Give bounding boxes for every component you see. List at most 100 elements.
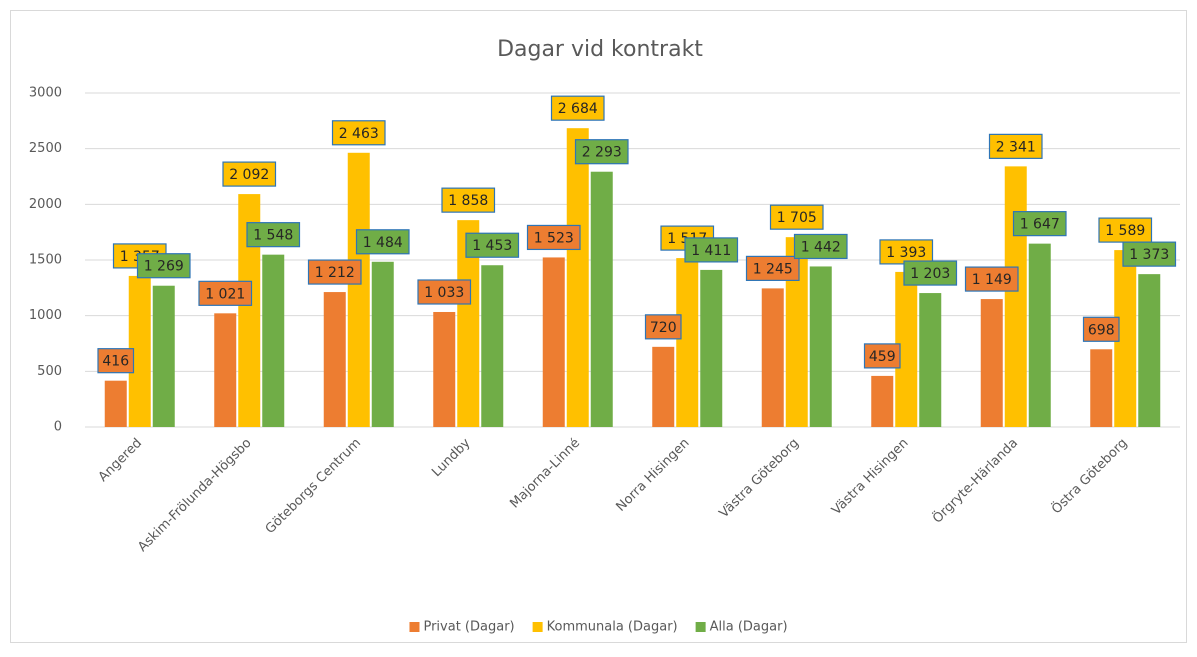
data-label-text: 1 245 <box>753 261 793 277</box>
bar <box>761 288 784 427</box>
data-label: 1 373 <box>1122 241 1177 267</box>
bar <box>1114 250 1137 427</box>
data-label-text: 1 393 <box>886 245 926 261</box>
legend-swatch <box>409 622 420 632</box>
legend-label: Privat (Dagar) <box>423 620 514 635</box>
bar <box>1138 274 1161 427</box>
data-label-box <box>550 95 605 121</box>
data-label: 416 <box>97 348 135 374</box>
data-label: 1 647 <box>1012 211 1067 237</box>
y-tick-label: 1000 <box>29 308 62 323</box>
data-label-box <box>684 237 739 263</box>
data-label-text: 1 705 <box>777 210 817 226</box>
data-label: 459 <box>863 343 901 369</box>
data-label: 2 293 <box>574 139 629 165</box>
y-tick-label: 2500 <box>29 141 62 156</box>
y-tick-label: 0 <box>54 420 62 435</box>
legend-label: Alla (Dagar) <box>710 620 788 635</box>
data-label-text: 1 203 <box>910 266 950 282</box>
data-label: 1 484 <box>355 229 410 255</box>
bar <box>128 275 151 427</box>
data-label-text: 1 149 <box>972 272 1012 288</box>
y-tick-label: 500 <box>37 364 62 379</box>
data-label-text: 1 523 <box>534 230 574 246</box>
chart-title: Dagar vid kontrakt <box>497 37 703 62</box>
data-label: 1 858 <box>441 187 496 213</box>
data-label-box <box>863 343 901 369</box>
bar <box>785 237 808 427</box>
bar <box>347 152 370 427</box>
data-label-box <box>417 279 472 305</box>
data-label-box <box>97 348 135 374</box>
data-label-text: 459 <box>869 349 896 365</box>
bar <box>895 271 918 427</box>
data-label-text: 1 269 <box>144 259 184 275</box>
data-label: 1 149 <box>964 266 1019 292</box>
data-label-box <box>441 187 496 213</box>
data-label: 1 203 <box>903 260 958 286</box>
bar <box>1028 243 1051 427</box>
legend-swatch <box>532 622 543 632</box>
data-label: 1 033 <box>417 279 472 305</box>
data-label-text: 1 373 <box>1129 247 1169 263</box>
data-label-text: 1 033 <box>424 285 464 301</box>
data-label-box <box>222 161 277 187</box>
data-label-box <box>903 260 958 286</box>
bar <box>238 194 261 427</box>
data-label: 1 411 <box>684 237 739 263</box>
data-label-box <box>644 314 682 340</box>
data-label-box <box>964 266 1019 292</box>
data-label-box <box>745 255 800 281</box>
bar <box>676 258 699 427</box>
data-label-text: 1 442 <box>801 239 841 255</box>
data-label: 720 <box>644 314 682 340</box>
bar <box>323 292 346 427</box>
legend: Privat (Dagar) Kommunala (Dagar) Alla (Dag… <box>409 620 788 635</box>
data-label-text: 1 212 <box>315 265 355 281</box>
y-tick-label: 3000 <box>29 86 62 101</box>
data-label-box <box>307 259 362 285</box>
bar <box>433 311 456 427</box>
data-label-box <box>355 229 410 255</box>
data-label-text: 1 858 <box>448 193 488 209</box>
bar <box>457 220 480 427</box>
data-label-box <box>136 253 191 279</box>
data-label: 1 393 <box>879 239 934 265</box>
data-label: 1 212 <box>307 259 362 285</box>
data-label-text: 416 <box>102 354 129 370</box>
data-label-box <box>1012 211 1067 237</box>
data-label-text: 2 293 <box>582 145 622 161</box>
data-label-text: 1 021 <box>205 286 245 302</box>
bar <box>542 257 565 427</box>
data-label-box <box>793 233 848 260</box>
data-label-text: 2 092 <box>229 167 269 183</box>
data-label-box <box>879 239 934 265</box>
data-label: 1 021 <box>198 280 253 306</box>
data-label: 1 523 <box>526 224 581 251</box>
bar <box>871 375 894 427</box>
data-label: 1 548 <box>246 222 301 248</box>
bar <box>590 171 613 427</box>
bar <box>371 261 394 427</box>
data-label: 1 442 <box>793 233 848 260</box>
bar <box>652 346 675 427</box>
bar <box>104 380 127 427</box>
data-label-text: 698 <box>1088 322 1115 338</box>
data-label-box <box>1122 241 1177 267</box>
data-label-box <box>1082 316 1120 342</box>
data-label-text: 720 <box>650 320 677 336</box>
legend-swatch <box>695 622 706 632</box>
data-label: 2 092 <box>222 161 277 187</box>
bar <box>262 254 285 427</box>
data-label-box <box>769 204 824 230</box>
data-label: 2 463 <box>331 120 386 146</box>
data-label-box <box>574 139 629 165</box>
data-label: 1 705 <box>769 204 824 230</box>
data-label-text: 1 647 <box>1020 217 1060 233</box>
data-label: 2 684 <box>550 95 605 121</box>
bar <box>700 269 723 427</box>
data-label-box <box>246 222 301 248</box>
data-label: 1 453 <box>465 232 520 258</box>
bar <box>214 313 237 427</box>
